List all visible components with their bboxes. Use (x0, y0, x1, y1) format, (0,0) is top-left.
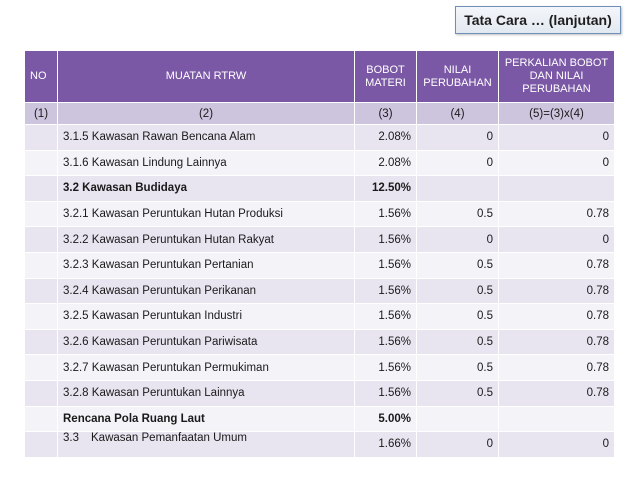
header-muatan-rtrw: MUATAN RTRW (57, 50, 355, 103)
cell-perkalian: 0.78 (498, 354, 615, 381)
cell-bobot: 2.08% (354, 124, 417, 151)
cell-nilai: 0.5 (416, 277, 499, 305)
cell-no (24, 379, 58, 407)
table-row: Rencana Pola Ruang Laut 5.00% (24, 405, 615, 433)
cell-nilai: 0.5 (416, 200, 499, 228)
cell-no (24, 328, 58, 356)
cell-perkalian: 0.78 (498, 328, 615, 356)
table-row: 3.2.1 Kawasan Peruntukan Hutan Produksi … (24, 200, 615, 228)
cell-muatan: 3.2.8 Kawasan Peruntukan Lainnya (57, 379, 355, 407)
cell-no (24, 226, 58, 253)
cell-bobot: 1.56% (354, 251, 417, 279)
cell-nilai: 0 (416, 226, 499, 253)
cell-muatan: 3.2.2 Kawasan Peruntukan Hutan Rakyat (57, 226, 355, 253)
cell-nilai (416, 405, 499, 433)
cell-bobot: 1.56% (354, 277, 417, 305)
cell-muatan-number: 3.3 (63, 432, 79, 445)
cell-bobot: 1.56% (354, 328, 417, 356)
cell-perkalian: 0.78 (498, 251, 615, 279)
cell-muatan: 3.1.6 Kawasan Lindung Lainnya (57, 149, 355, 177)
cell-bobot: 1.56% (354, 303, 417, 330)
cell-bobot: 1.56% (354, 379, 417, 407)
cell-no (24, 354, 58, 381)
header-no: NO (24, 50, 58, 103)
table-row: 3.2.8 Kawasan Peruntukan Lainnya 1.56% 0… (24, 379, 615, 407)
table-row: 3.1.6 Kawasan Lindung Lainnya 2.08% 0 0 (24, 149, 615, 177)
table-row: 3.2.3 Kawasan Peruntukan Pertanian 1.56%… (24, 251, 615, 279)
table-row: 3.2.4 Kawasan Peruntukan Perikanan 1.56%… (24, 277, 615, 305)
cell-nilai: 0.5 (416, 379, 499, 407)
cell-perkalian: 0 (498, 149, 615, 177)
cell-bobot: 12.50% (354, 175, 417, 202)
cell-perkalian (498, 405, 615, 433)
column-number: (1) (24, 102, 58, 125)
cell-perkalian: 0.78 (498, 303, 615, 330)
table-row: 3.1.5 Kawasan Rawan Bencana Alam 2.08% 0… (24, 124, 615, 151)
cell-muatan: 3.2.1 Kawasan Peruntukan Hutan Produksi (57, 200, 355, 228)
cell-perkalian: 0.78 (498, 277, 615, 305)
cell-nilai: 0.5 (416, 251, 499, 279)
table-row: 3.3 Kawasan Pemanfaatan Umum 1.66% 0 0 (24, 431, 615, 458)
cell-nilai: 0 (416, 124, 499, 151)
cell-bobot: 1.56% (354, 226, 417, 253)
slide-title: Tata Cara … (lanjutan) (455, 6, 621, 34)
column-number: (2) (57, 102, 355, 125)
cell-perkalian: 0 (498, 226, 615, 253)
cell-bobot: 2.08% (354, 149, 417, 177)
cell-muatan: Rencana Pola Ruang Laut (57, 405, 355, 433)
rtrw-table: NO MUATAN RTRW BOBOT MATERI NILAI PERUBA… (24, 50, 615, 458)
cell-bobot: 5.00% (354, 405, 417, 433)
cell-muatan: 3.2.7 Kawasan Peruntukan Permukiman (57, 354, 355, 381)
cell-muatan: 3.2.6 Kawasan Peruntukan Pariwisata (57, 328, 355, 356)
table-row: 3.2 Kawasan Budidaya 12.50% (24, 175, 615, 202)
cell-no (24, 175, 58, 202)
header-bobot-materi: BOBOT MATERI (354, 50, 417, 103)
cell-nilai: 0.5 (416, 354, 499, 381)
column-number-row: (1) (2) (3) (4) (5)=(3)x(4) (24, 102, 615, 125)
cell-nilai: 0.5 (416, 303, 499, 330)
header-nilai-perubahan: NILAI PERUBAHAN (416, 50, 499, 103)
cell-muatan: 3.2.5 Kawasan Peruntukan Industri (57, 303, 355, 330)
table-row: 3.2.5 Kawasan Peruntukan Industri 1.56% … (24, 303, 615, 330)
cell-nilai (416, 175, 499, 202)
column-number: (4) (416, 102, 499, 125)
cell-no (24, 431, 58, 458)
cell-no (24, 251, 58, 279)
cell-no (24, 405, 58, 433)
table-row: 3.2.7 Kawasan Peruntukan Permukiman 1.56… (24, 354, 615, 381)
cell-muatan: 3.2.4 Kawasan Peruntukan Perikanan (57, 277, 355, 305)
cell-no (24, 200, 58, 228)
cell-nilai: 0 (416, 149, 499, 177)
cell-bobot: 1.66% (354, 431, 417, 458)
cell-bobot: 1.56% (354, 354, 417, 381)
table-header-row: NO MUATAN RTRW BOBOT MATERI NILAI PERUBA… (24, 50, 615, 103)
column-number: (3) (354, 102, 417, 125)
cell-no (24, 303, 58, 330)
cell-muatan-text: Kawasan Pemanfaatan Umum (91, 432, 247, 445)
cell-nilai: 0 (416, 431, 499, 458)
table-row: 3.2.2 Kawasan Peruntukan Hutan Rakyat 1.… (24, 226, 615, 253)
cell-muatan: 3.2 Kawasan Budidaya (57, 175, 355, 202)
column-number: (5)=(3)x(4) (498, 102, 615, 125)
cell-no (24, 277, 58, 305)
cell-perkalian: 0 (498, 431, 615, 458)
cell-perkalian: 0.78 (498, 200, 615, 228)
cell-muatan: 3.1.5 Kawasan Rawan Bencana Alam (57, 124, 355, 151)
table-row: 3.2.6 Kawasan Peruntukan Pariwisata 1.56… (24, 328, 615, 356)
cell-no (24, 124, 58, 151)
cell-bobot: 1.56% (354, 200, 417, 228)
cell-no (24, 149, 58, 177)
cell-muatan: 3.3 Kawasan Pemanfaatan Umum (57, 431, 355, 458)
header-perkalian: PERKALIAN BOBOT DAN NILAI PERUBAHAN (498, 50, 615, 103)
cell-perkalian: 0 (498, 124, 615, 151)
cell-perkalian (498, 175, 615, 202)
cell-muatan: 3.2.3 Kawasan Peruntukan Pertanian (57, 251, 355, 279)
cell-nilai: 0.5 (416, 328, 499, 356)
cell-perkalian: 0.78 (498, 379, 615, 407)
